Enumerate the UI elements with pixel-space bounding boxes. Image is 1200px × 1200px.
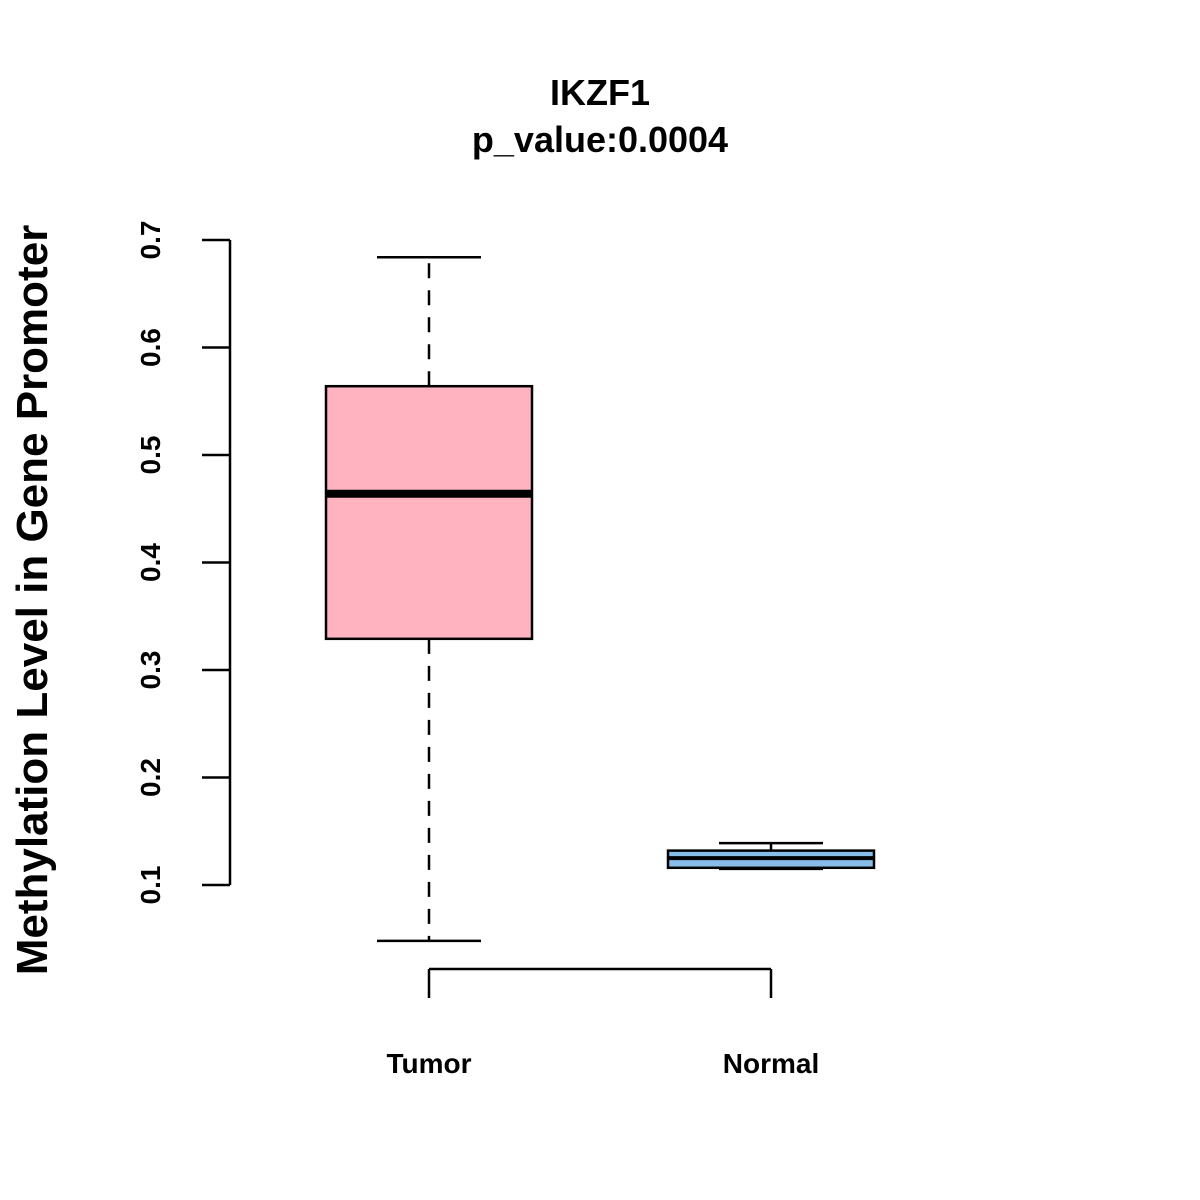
y-tick-label: 0.1 xyxy=(135,866,166,905)
y-tick-label: 0.2 xyxy=(135,758,166,797)
boxes xyxy=(324,255,876,943)
x-axis: Tumor Normal xyxy=(386,967,819,1079)
y-axis: 0.1 0.2 0.3 0.4 0.5 0.6 0.7 xyxy=(135,221,232,905)
y-axis-label: Methylation Level in Gene Promoter xyxy=(8,225,57,976)
y-tick-label: 0.6 xyxy=(135,328,166,367)
y-tick-label: 0.7 xyxy=(135,221,166,260)
x-tick-label: Normal xyxy=(723,1048,819,1079)
x-tick-label: Tumor xyxy=(386,1048,471,1079)
box-tumor xyxy=(324,255,534,943)
y-tick-label: 0.4 xyxy=(135,543,166,582)
chart-title: IKZF1 xyxy=(550,72,650,113)
box-iqr xyxy=(324,384,534,641)
y-tick-label: 0.5 xyxy=(135,436,166,475)
box-normal xyxy=(666,841,876,871)
chart-subtitle: p_value:0.0004 xyxy=(472,119,728,160)
y-tick-label: 0.3 xyxy=(135,651,166,690)
